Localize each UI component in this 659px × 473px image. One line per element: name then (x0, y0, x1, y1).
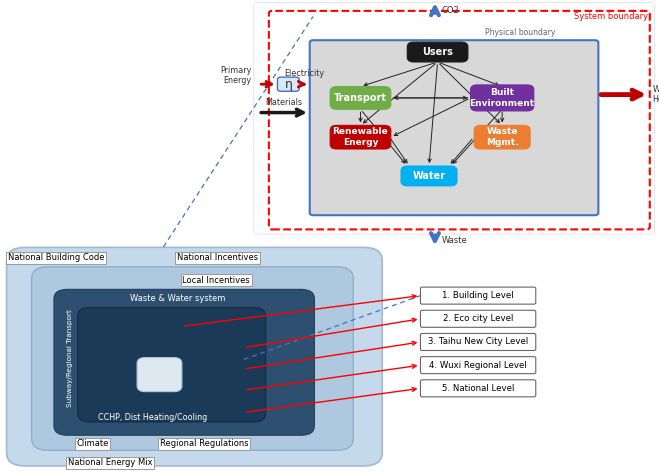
FancyBboxPatch shape (420, 333, 536, 350)
Text: Transport: Transport (334, 93, 387, 103)
FancyBboxPatch shape (137, 358, 182, 392)
FancyBboxPatch shape (330, 87, 391, 109)
FancyBboxPatch shape (54, 289, 314, 435)
Text: Subway/Regional Transport: Subway/Regional Transport (67, 309, 73, 406)
FancyBboxPatch shape (330, 125, 391, 149)
Text: Waste
Heat: Waste Heat (652, 85, 659, 105)
Text: Primary
Energy: Primary Energy (220, 66, 252, 86)
Text: National Building Code: National Building Code (8, 253, 104, 263)
Text: National Energy Mix: National Energy Mix (68, 458, 152, 467)
Text: Users: Users (422, 47, 453, 57)
Text: CO2: CO2 (442, 6, 459, 15)
Text: Regional Regulations: Regional Regulations (160, 439, 248, 448)
FancyBboxPatch shape (420, 287, 536, 304)
Text: System boundary: System boundary (575, 12, 648, 21)
Text: Waste
Mgmt.: Waste Mgmt. (486, 127, 519, 147)
FancyBboxPatch shape (420, 357, 536, 374)
Text: Electricity: Electricity (285, 69, 324, 78)
FancyBboxPatch shape (471, 85, 534, 111)
Text: 3. Taihu New City Level: 3. Taihu New City Level (428, 337, 529, 347)
Text: 5. National Level: 5. National Level (442, 384, 514, 393)
FancyBboxPatch shape (32, 267, 353, 450)
Text: Climate: Climate (76, 439, 109, 448)
FancyBboxPatch shape (420, 380, 536, 397)
FancyBboxPatch shape (310, 40, 598, 215)
Text: η: η (285, 78, 292, 91)
Text: Water: Water (413, 171, 445, 181)
Text: Materials: Materials (266, 98, 302, 107)
Text: National Incentives: National Incentives (177, 253, 258, 263)
FancyBboxPatch shape (7, 247, 382, 466)
Text: Built
Environment: Built Environment (470, 88, 534, 108)
Text: 4. Wuxi Regional Level: 4. Wuxi Regional Level (429, 360, 527, 370)
Text: Local Incentives: Local Incentives (183, 275, 250, 285)
FancyBboxPatch shape (254, 2, 654, 234)
FancyBboxPatch shape (420, 310, 536, 327)
FancyBboxPatch shape (474, 125, 530, 149)
FancyBboxPatch shape (401, 166, 457, 186)
Text: Renewable
Energy: Renewable Energy (333, 127, 388, 147)
Text: Waste & Water system: Waste & Water system (130, 294, 225, 304)
Text: 1. Building Level: 1. Building Level (442, 291, 514, 300)
FancyBboxPatch shape (277, 77, 299, 91)
FancyBboxPatch shape (407, 42, 468, 62)
Text: Physical boundary: Physical boundary (486, 28, 556, 37)
Text: CCHP, Dist Heating/Cooling: CCHP, Dist Heating/Cooling (98, 412, 208, 422)
Text: 2. Eco city Level: 2. Eco city Level (443, 314, 513, 324)
FancyBboxPatch shape (78, 307, 266, 422)
Text: Waste: Waste (442, 236, 467, 245)
